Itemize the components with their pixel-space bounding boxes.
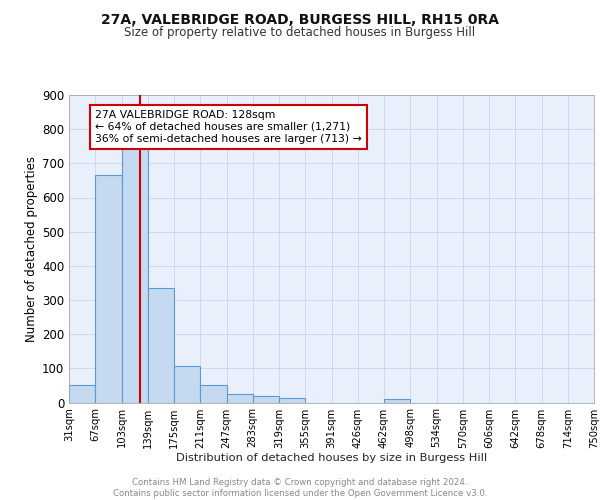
Bar (279, 398, 305, 402)
Bar (95, 176, 121, 402)
X-axis label: Distribution of detached houses by size in Burgess Hill: Distribution of detached houses by size … (176, 454, 487, 464)
Bar (253, 396, 279, 402)
Bar (69, 386, 95, 402)
Bar (121, 146, 148, 403)
Bar (227, 394, 253, 402)
Bar (174, 366, 200, 403)
Text: 27A VALEBRIDGE ROAD: 128sqm
← 64% of detached houses are smaller (1,271)
36% of : 27A VALEBRIDGE ROAD: 128sqm ← 64% of det… (95, 110, 362, 144)
Y-axis label: Number of detached properties: Number of detached properties (25, 156, 38, 342)
Text: Contains HM Land Registry data © Crown copyright and database right 2024.
Contai: Contains HM Land Registry data © Crown c… (113, 478, 487, 498)
Text: 27A, VALEBRIDGE ROAD, BURGESS HILL, RH15 0RA: 27A, VALEBRIDGE ROAD, BURGESS HILL, RH15… (101, 12, 499, 26)
Bar (200, 386, 227, 402)
Bar (148, 288, 174, 403)
Text: Size of property relative to detached houses in Burgess Hill: Size of property relative to detached ho… (124, 26, 476, 39)
Bar (384, 399, 410, 402)
